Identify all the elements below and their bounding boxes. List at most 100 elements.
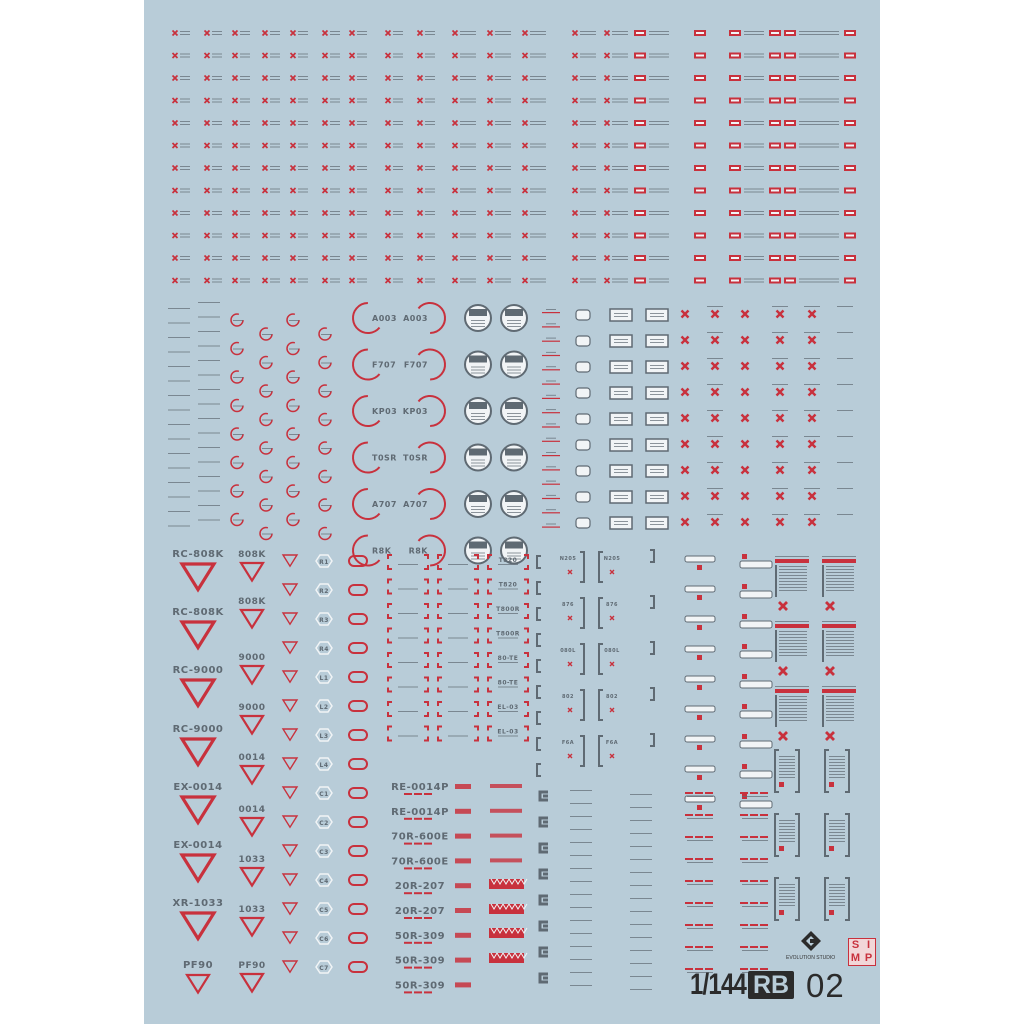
text-lines	[270, 76, 280, 77]
text-lines	[393, 124, 403, 125]
text-lines	[799, 121, 839, 122]
x-caption	[707, 436, 723, 437]
x-mark-stroke	[740, 309, 750, 319]
red-plate-stripe	[786, 32, 794, 34]
x-mark-icon	[486, 74, 494, 82]
x-caption	[837, 514, 853, 515]
dash-caption	[687, 862, 713, 863]
text-lines	[612, 56, 628, 58]
x-mark-stroke	[231, 277, 239, 284]
x-mark-stroke	[171, 52, 179, 59]
dash-code	[198, 374, 220, 376]
x-mark-icon	[567, 569, 573, 575]
red-dash	[414, 793, 422, 795]
dash-code	[570, 803, 592, 804]
panel-text	[779, 581, 807, 582]
x-mark-stroke	[825, 601, 835, 611]
mid-triangle-label: PF90	[238, 961, 265, 971]
code-label: 70R-600E	[391, 856, 448, 867]
red-line-code	[542, 397, 560, 399]
text-lines	[212, 98, 222, 100]
frame-text	[779, 832, 795, 833]
gear-text-lines	[507, 459, 521, 461]
x-mark-stroke	[451, 254, 459, 262]
dash-caption	[742, 840, 768, 841]
x-caption	[772, 514, 788, 515]
x-mark-icon	[289, 209, 297, 217]
x-mark-icon	[603, 74, 611, 82]
text-lines	[393, 169, 403, 170]
panel-text	[779, 637, 807, 638]
red-dash	[750, 836, 758, 838]
x-mark-icon	[807, 309, 817, 319]
text-lines	[180, 166, 190, 167]
x-mark-icon	[521, 254, 529, 262]
text-lines	[270, 101, 280, 103]
x-mark-stroke	[807, 309, 817, 319]
frame-text	[829, 835, 845, 836]
text-lines	[799, 34, 839, 35]
text-lines	[580, 79, 596, 80]
text-lines	[270, 169, 280, 170]
x-mark-icon	[348, 74, 356, 82]
red-line-code	[542, 483, 560, 485]
text-lines	[270, 236, 280, 238]
x-mark-stroke	[231, 52, 239, 59]
gray-bracket	[536, 763, 541, 777]
x-mark-icon	[261, 119, 269, 127]
dash-code	[570, 842, 592, 843]
box-text	[614, 313, 628, 314]
x-mark-icon	[451, 119, 459, 127]
text-lines	[649, 211, 669, 212]
small-red-triangle	[281, 902, 299, 916]
red-plate-stripe	[846, 234, 854, 237]
hazard-chevron	[514, 878, 522, 885]
x-mark-icon	[203, 232, 211, 239]
red-frame	[487, 554, 529, 570]
frame-text	[448, 711, 468, 712]
frame-text	[779, 820, 795, 821]
code-text	[546, 452, 556, 453]
x-mark-icon	[521, 97, 529, 104]
x-mark-icon	[775, 439, 785, 449]
x-mark-icon	[384, 187, 392, 194]
frame-text	[448, 613, 468, 614]
x-mark-icon	[680, 335, 690, 345]
x-mark-stroke	[571, 164, 579, 172]
red-dash	[685, 946, 693, 948]
gear-badge	[464, 397, 492, 425]
text-lines	[357, 98, 367, 100]
x-mark-stroke	[348, 254, 356, 262]
text-lines	[612, 79, 628, 80]
text-lines	[212, 256, 222, 257]
frame-text	[779, 887, 795, 888]
red-plate-stripe	[771, 212, 779, 214]
frame-text	[779, 768, 795, 769]
text-lines	[530, 143, 546, 145]
panel-text	[779, 569, 807, 570]
x-mark-icon	[416, 277, 424, 284]
text-lines	[330, 256, 340, 257]
text-lines	[180, 31, 190, 32]
gear-text-lines	[507, 326, 521, 327]
text-lines	[612, 236, 628, 238]
x-mark-stroke	[231, 142, 239, 149]
text-lines	[530, 34, 546, 35]
x-caption	[804, 488, 820, 489]
frame-text	[448, 588, 468, 590]
gray-bracket	[536, 737, 541, 751]
text-lines	[799, 101, 839, 103]
text-lines	[330, 121, 340, 122]
x-mark-icon	[451, 29, 459, 37]
small-red-triangle	[281, 815, 299, 829]
frame-text	[398, 588, 418, 590]
x-mark-icon	[416, 142, 424, 149]
hazard-strip	[490, 784, 522, 788]
gear-label: 6K9	[507, 496, 522, 503]
x-mark-icon	[451, 232, 459, 239]
text-lines	[425, 259, 435, 260]
text-lines	[495, 76, 511, 77]
panel-red-band	[822, 559, 856, 563]
text-lines	[180, 281, 190, 283]
x-mark-stroke	[171, 164, 179, 172]
